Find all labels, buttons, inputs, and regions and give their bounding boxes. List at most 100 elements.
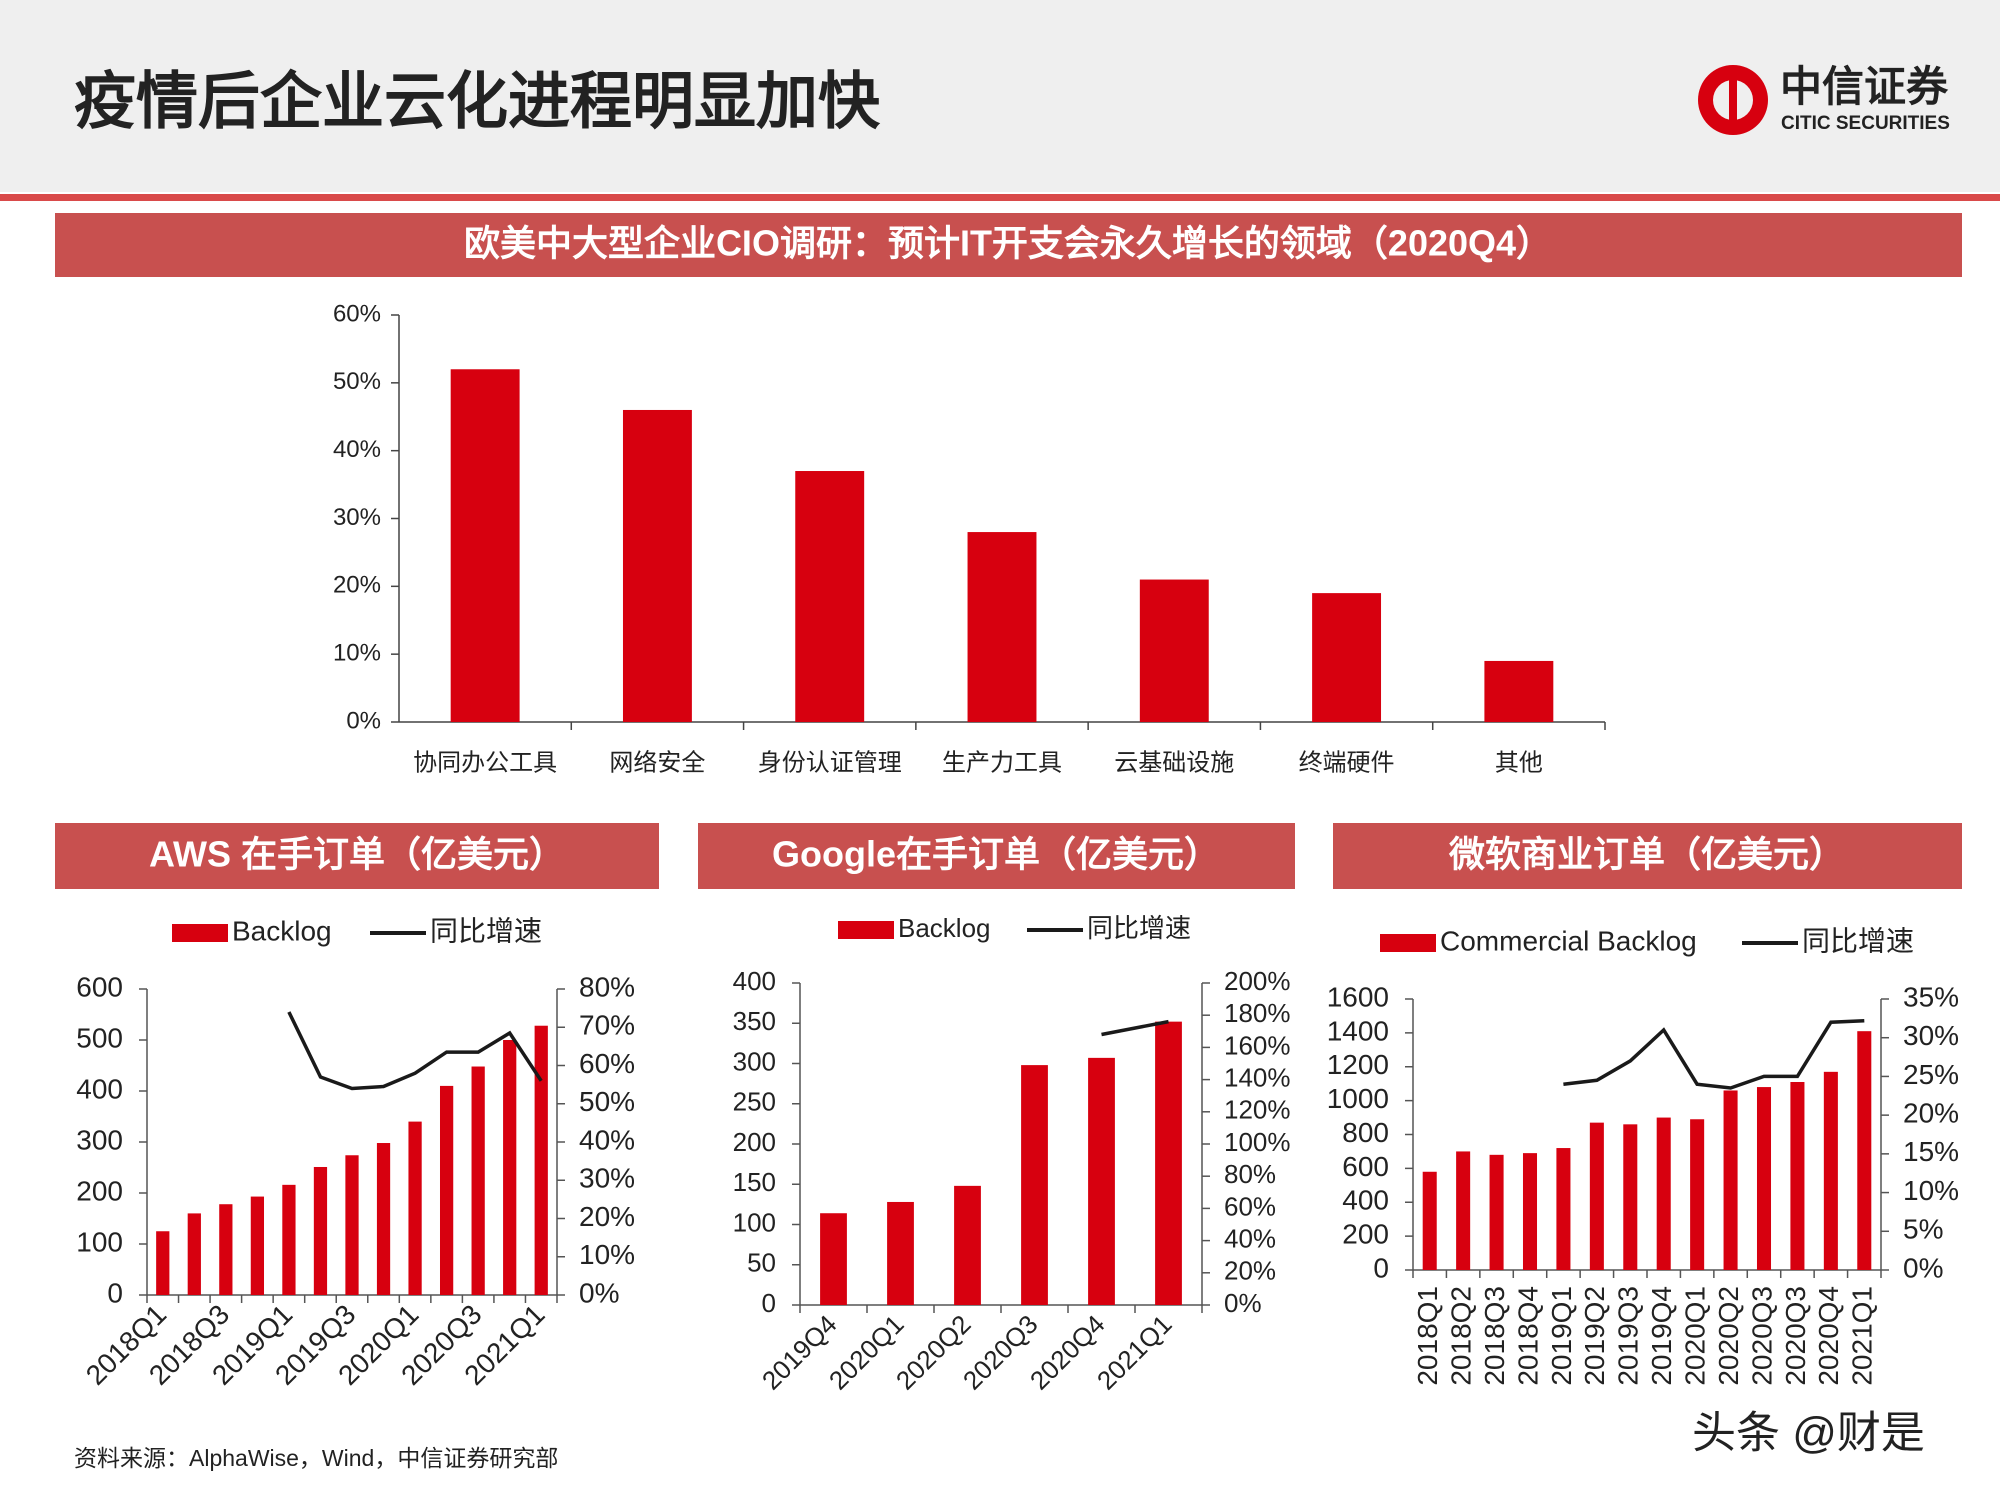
- bar: [313, 1166, 328, 1295]
- bar: [1522, 1153, 1538, 1270]
- x-tick-label: 2020Q4: [1024, 1309, 1111, 1396]
- banner-title: 微软商业订单（亿美元）: [1448, 834, 1845, 875]
- y-tick-label: 0: [762, 1288, 776, 1318]
- bar: [345, 1155, 359, 1295]
- bar: [471, 1066, 485, 1295]
- y-tick-label: 200: [1342, 1219, 1389, 1250]
- logo: 中信证券 CITIC SECURITIES: [1698, 63, 1950, 135]
- bar: [1456, 1151, 1471, 1270]
- legend-swatch: [1380, 934, 1436, 952]
- y2-tick-label: 70%: [579, 1010, 635, 1041]
- bar: [1823, 1071, 1838, 1270]
- y2-tick-label: 30%: [579, 1163, 635, 1194]
- x-tick-label: 2020Q3: [1780, 1286, 1811, 1386]
- y-tick-label: 60%: [333, 300, 381, 327]
- page-title: 疫情后企业云化进程明显加快: [74, 67, 881, 136]
- bar: [439, 1085, 454, 1295]
- logo-en: CITIC SECURITIES: [1781, 113, 1950, 134]
- y-tick-label: 800: [1342, 1117, 1389, 1148]
- y-tick-label: 200: [76, 1175, 123, 1206]
- x-tick-label: 2020Q3: [957, 1309, 1044, 1396]
- y2-tick-label: 0%: [579, 1277, 619, 1308]
- x-tick-label: 2019Q4: [1646, 1286, 1677, 1386]
- legend-label: 同比增速: [430, 915, 542, 946]
- x-tick-label: 2019Q1: [1546, 1286, 1577, 1386]
- y-tick-label: 600: [76, 971, 123, 1002]
- y2-tick-label: 30%: [1903, 1020, 1959, 1051]
- x-tick-label: 2020Q1: [823, 1309, 910, 1396]
- legend-label: Commercial Backlog: [1440, 925, 1697, 956]
- y2-tick-label: 160%: [1224, 1030, 1291, 1060]
- y-tick-label: 600: [1342, 1151, 1389, 1182]
- bar: [1556, 1148, 1571, 1270]
- x-tick-label: 2019Q4: [756, 1309, 843, 1396]
- x-tick-label: 生产力工具: [942, 749, 1062, 776]
- bar: [1690, 1119, 1705, 1270]
- banner: [698, 823, 1295, 889]
- x-tick-label: 协同办公工具: [413, 749, 557, 776]
- bar: [534, 1025, 548, 1295]
- header-rule: [0, 194, 2000, 201]
- legend-label: 同比增速: [1087, 913, 1191, 943]
- bar: [1857, 1031, 1872, 1270]
- y2-tick-label: 20%: [1224, 1256, 1276, 1286]
- x-tick-label: 2020Q4: [1813, 1286, 1844, 1386]
- y2-tick-label: 20%: [579, 1201, 635, 1232]
- bar: [967, 532, 1037, 722]
- x-tick-label: 2021Q1: [1847, 1286, 1878, 1386]
- bar: [1489, 1154, 1504, 1270]
- header-bg: [0, 0, 2000, 192]
- y-tick-label: 300: [733, 1046, 776, 1076]
- y-tick-label: 0: [1373, 1252, 1389, 1283]
- banner-title: AWS 在手订单（亿美元）: [149, 834, 565, 875]
- bar: [156, 1231, 170, 1295]
- banner-title: Google在手订单（亿美元）: [772, 834, 1220, 875]
- bar: [250, 1196, 265, 1295]
- bar: [1422, 1171, 1437, 1270]
- y-tick-label: 50: [747, 1248, 776, 1278]
- legend-swatch: [172, 924, 228, 942]
- y2-tick-label: 140%: [1224, 1062, 1291, 1092]
- y-tick-label: 1200: [1327, 1049, 1389, 1080]
- x-tick-label: 网络安全: [609, 749, 705, 776]
- y2-tick-label: 40%: [1224, 1223, 1276, 1253]
- y-tick-label: 300: [76, 1124, 123, 1155]
- bar: [1155, 1021, 1182, 1305]
- bar: [795, 471, 865, 722]
- x-tick-label: 2018Q1: [1412, 1286, 1443, 1386]
- y2-tick-label: 60%: [579, 1048, 635, 1079]
- bar: [219, 1204, 233, 1295]
- y2-tick-label: 200%: [1224, 966, 1291, 996]
- y-tick-label: 350: [733, 1006, 776, 1036]
- bar: [376, 1143, 391, 1295]
- y-tick-label: 100: [733, 1207, 776, 1237]
- y-tick-label: 30%: [333, 504, 381, 531]
- x-tick-label: 2020Q2: [890, 1309, 977, 1396]
- y2-tick-label: 80%: [579, 971, 635, 1002]
- x-tick-label: 2018Q2: [1446, 1286, 1477, 1386]
- legend-label: Backlog: [232, 915, 332, 946]
- y-tick-label: 500: [76, 1022, 123, 1053]
- y2-tick-label: 180%: [1224, 998, 1291, 1028]
- y2-tick-label: 10%: [579, 1239, 635, 1270]
- y2-tick-label: 100%: [1224, 1127, 1291, 1157]
- y-tick-label: 10%: [333, 640, 381, 667]
- bar: [1756, 1087, 1772, 1270]
- bar: [622, 409, 692, 722]
- y-tick-label: 150: [733, 1167, 776, 1197]
- bar: [1312, 593, 1382, 722]
- bar: [1484, 660, 1554, 722]
- y-tick-label: 400: [733, 966, 776, 996]
- x-tick-label: 2020Q3: [1746, 1286, 1777, 1386]
- y-tick-label: 0%: [346, 707, 381, 734]
- y-tick-label: 400: [76, 1073, 123, 1104]
- x-tick-label: 身份认证管理: [758, 749, 902, 776]
- bar: [887, 1201, 914, 1305]
- x-tick-label: 2019Q3: [1613, 1286, 1644, 1386]
- y2-tick-label: 15%: [1903, 1136, 1959, 1167]
- bar: [820, 1213, 847, 1305]
- y2-tick-label: 60%: [1224, 1191, 1276, 1221]
- bar: [954, 1185, 981, 1305]
